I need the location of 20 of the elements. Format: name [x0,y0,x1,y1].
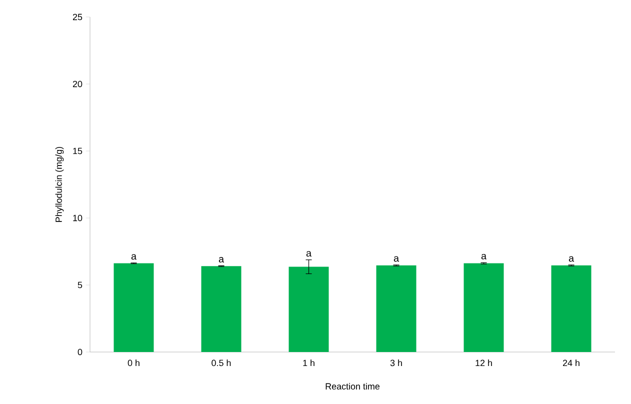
x-tick-label: 1 h [303,360,314,366]
x-tick-label: 0.5 h [212,360,231,366]
y-tick-label: 15 [73,148,82,154]
x-tick-label: 12 h [476,360,492,366]
annotation: a [306,251,312,257]
x-tick-label: 0 h [128,360,140,366]
y-tick-label: 20 [72,80,82,88]
annotation: a [394,256,400,262]
annotation: a [568,256,574,262]
annotation: a [218,257,224,262]
y-axis-title: Phyllodulcin (mg/g) [55,146,64,222]
y-tick-label: 25 [72,14,82,20]
y-tick-label: 5 [78,282,82,288]
y-tick-label: 0 [78,348,82,356]
x-tick-label: 24 h [562,360,580,366]
x-tick-label: 3 h [390,360,402,366]
annotation: a [481,254,487,260]
annotation: a [131,254,137,260]
x-axis-title: Reaction time [326,382,380,390]
y-tick-label: 10 [73,214,82,222]
